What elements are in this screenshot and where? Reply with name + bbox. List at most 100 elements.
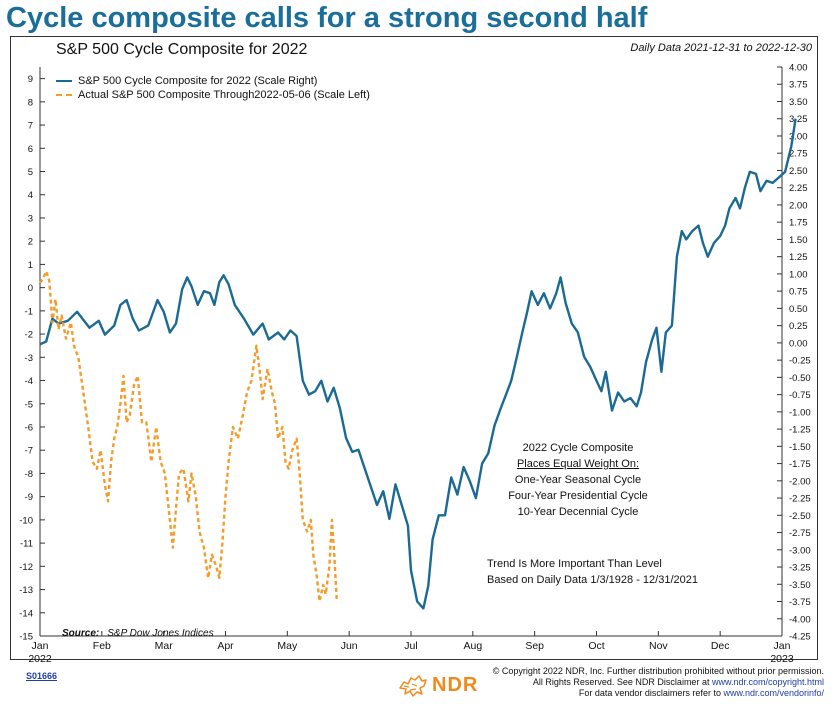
right-axis-tick-label: 1.75	[789, 218, 808, 229]
composite-note-title: 2022 Cycle Composite	[498, 440, 658, 456]
legend-swatch-dashed	[56, 94, 72, 96]
right-axis-tick-label: 0.00	[789, 338, 808, 349]
right-axis-tick-label: 1.00	[789, 269, 808, 280]
x-axis-tick-label: May	[277, 640, 298, 652]
left-axis-tick-label: -10	[19, 515, 33, 526]
right-axis-tick-label: -3.75	[789, 597, 811, 608]
trend-note: Trend Is More Important Than Level Based…	[487, 556, 698, 588]
right-axis-tick-label: 0.75	[789, 287, 808, 298]
left-axis-tick-label: 5	[28, 167, 33, 178]
left-axis-tick-label: -14	[19, 608, 33, 619]
copyright-link[interactable]: www.ndr.com/copyright.html	[712, 677, 824, 687]
left-axis-tick-label: -13	[19, 585, 33, 596]
right-axis-tick-label: 2.50	[789, 166, 808, 177]
right-axis-tick-label: -1.75	[789, 459, 811, 470]
source-note: Source: S&P Dow Jones Indices	[62, 628, 214, 639]
left-axis-tick-label: -8	[25, 469, 33, 480]
right-axis-tick-label: 1.50	[789, 235, 808, 246]
legend-item-actual: Actual S&P 500 Composite Through2022-05-…	[56, 88, 370, 102]
disclaimer-text: All Rights Reserved. See NDR Disclaimer …	[533, 677, 712, 687]
composite-note-item: 10-Year Decennial Cycle	[498, 504, 658, 520]
source-label: Source:	[62, 628, 99, 639]
bull-bear-icon	[398, 672, 428, 698]
disclaimer-text: For data vendor disclaimers refer to	[579, 688, 724, 698]
composite-note-subtitle: Places Equal Weight On:	[498, 456, 658, 472]
left-axis-tick-label: 9	[28, 74, 33, 85]
x-axis-year-label: 2023	[770, 653, 794, 665]
x-axis-tick-label: Mar	[155, 640, 174, 652]
right-axis-tick-label: 4.00	[789, 63, 808, 74]
x-axis-tick-label: Feb	[93, 640, 111, 652]
source-value: S&P Dow Jones Indices	[107, 628, 213, 639]
plot-area: 9876543210-1-2-3-4-5-6-7-8-9-10-11-12-13…	[0, 0, 834, 704]
logo-text: NDR	[432, 674, 478, 697]
x-axis-tick-label: Jul	[404, 640, 417, 652]
trend-note-line: Based on Daily Data 1/3/1928 - 12/31/202…	[487, 572, 698, 588]
right-axis-tick-label: 0.25	[789, 321, 808, 332]
x-axis-tick-label: Dec	[711, 640, 730, 652]
composite-note-item: One-Year Seasonal Cycle	[498, 472, 658, 488]
right-axis-tick-label: -2.50	[789, 511, 811, 522]
left-axis-tick-label: -2	[25, 330, 33, 341]
left-axis-tick-label: -3	[25, 353, 33, 364]
left-axis-tick-label: 1	[28, 260, 33, 271]
disclaimer-line: For data vendor disclaimers refer to www…	[493, 688, 824, 699]
disclaimer-line: All Rights Reserved. See NDR Disclaimer …	[493, 677, 824, 688]
legend-label-actual: Actual S&P 500 Composite Through2022-05-…	[78, 89, 370, 101]
vendor-info-link[interactable]: www.ndr.com/vendorinfo/	[723, 688, 824, 698]
right-axis-tick-label: -3.25	[789, 563, 811, 574]
left-axis-tick-label: -7	[25, 446, 33, 457]
right-axis-tick-label: 3.75	[789, 80, 808, 91]
left-axis-tick-label: 6	[28, 144, 33, 155]
right-axis-tick-label: 3.25	[789, 114, 808, 125]
left-axis-tick-label: -6	[25, 422, 33, 433]
composite-note: 2022 Cycle Composite Places Equal Weight…	[498, 440, 658, 520]
x-axis-tick-label: Jan	[774, 640, 791, 652]
x-axis-tick-label: Oct	[588, 640, 604, 652]
left-axis-tick-label: 8	[28, 97, 33, 108]
series-line-composite	[40, 119, 796, 609]
left-axis-tick-label: 2	[28, 237, 33, 248]
right-axis-tick-label: -2.25	[789, 494, 811, 505]
legend-label-composite: S&P 500 Cycle Composite for 2022 (Scale …	[78, 75, 317, 87]
x-axis-tick-label: Apr	[217, 640, 234, 652]
left-axis-tick-label: -9	[25, 492, 33, 503]
left-axis-tick-label: 7	[28, 121, 33, 132]
right-axis-tick-label: -2.00	[789, 476, 811, 487]
right-axis-tick-label: -0.50	[789, 373, 811, 384]
right-axis-tick-label: -3.00	[789, 545, 811, 556]
disclaimer-line: © Copyright 2022 NDR, Inc. Further distr…	[493, 666, 824, 677]
right-axis-tick-label: 2.25	[789, 183, 808, 194]
composite-note-item: Four-Year Presidential Cycle	[498, 488, 658, 504]
x-axis-tick-label: Aug	[463, 640, 482, 652]
right-axis-tick-label: 2.75	[789, 149, 808, 160]
chart-id-link[interactable]: S01666	[26, 671, 57, 681]
x-axis-tick-label: Jan	[32, 640, 49, 652]
left-axis-tick-label: -11	[20, 539, 33, 550]
x-axis-tick-label: Nov	[649, 640, 668, 652]
right-axis-tick-label: -1.00	[789, 407, 811, 418]
right-axis-tick-label: -3.50	[789, 580, 811, 591]
right-axis-tick-label: -0.25	[789, 356, 811, 367]
x-axis-tick-label: Sep	[525, 640, 544, 652]
left-axis-tick-label: -4	[25, 376, 33, 387]
left-axis-tick-label: -5	[25, 399, 33, 410]
left-axis-tick-label: -12	[19, 562, 33, 573]
disclaimer: © Copyright 2022 NDR, Inc. Further distr…	[493, 666, 824, 699]
ndr-logo: NDR	[398, 672, 478, 698]
trend-note-line: Trend Is More Important Than Level	[487, 556, 698, 572]
right-axis-tick-label: 2.00	[789, 200, 808, 211]
x-axis-year-label: 2022	[28, 653, 52, 665]
right-axis-tick-label: 1.25	[789, 252, 808, 263]
right-axis-tick-label: -4.25	[789, 632, 811, 643]
legend-item-composite: S&P 500 Cycle Composite for 2022 (Scale …	[56, 74, 370, 88]
left-axis-tick-label: 4	[28, 190, 33, 201]
left-axis-tick-label: -1	[25, 306, 33, 317]
right-axis-tick-label: 0.50	[789, 304, 808, 315]
legend-swatch-solid	[56, 80, 72, 82]
x-axis-tick-label: Jun	[341, 640, 358, 652]
left-axis-tick-label: 3	[28, 213, 33, 224]
legend: S&P 500 Cycle Composite for 2022 (Scale …	[56, 74, 370, 102]
right-axis-tick-label: -0.75	[789, 390, 811, 401]
right-axis-tick-label: -2.75	[789, 528, 811, 539]
